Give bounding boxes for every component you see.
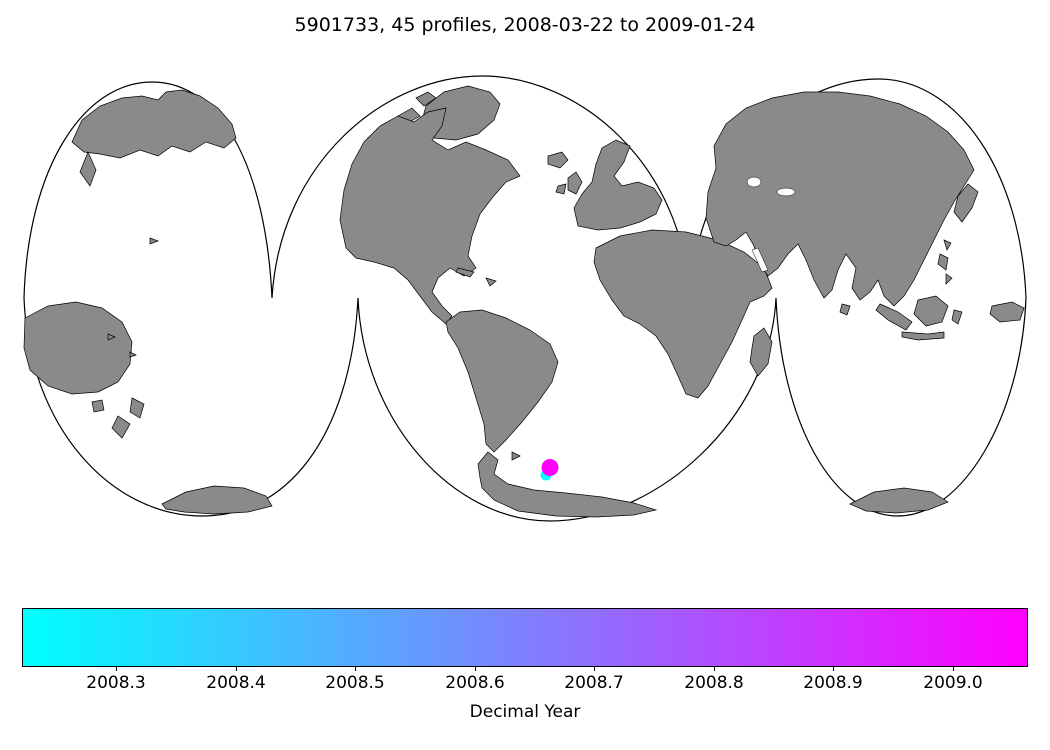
colorbar-tick-label: 2008.7 (564, 673, 624, 693)
island-ireland (555, 183, 567, 195)
colorbar-tick (833, 666, 835, 671)
continent-antarctica-left (161, 485, 273, 515)
island-falklands (511, 451, 521, 461)
island-philippines-south (945, 273, 953, 285)
island-sri-lanka (839, 303, 851, 316)
colorbar-tick-label: 2009.0 (923, 673, 983, 693)
colorbar-tick-label: 2008.6 (445, 673, 505, 693)
profile-point-late (541, 459, 559, 476)
island-cuba (455, 267, 475, 278)
figure-title: 5901733, 45 profiles, 2008-03-22 to 2009… (294, 14, 756, 36)
island-great-britain (567, 171, 583, 195)
colorbar-tick (355, 666, 357, 671)
sea-red (751, 247, 769, 273)
continent-antarctica-right (849, 487, 949, 514)
continent-south-america (445, 309, 559, 453)
colorbar-tick-label: 2008.4 (206, 673, 266, 693)
colorbar-tick (475, 666, 477, 671)
island-iceland (547, 151, 569, 169)
sea-caspian (776, 187, 796, 197)
island-madagascar (749, 327, 773, 377)
island-borneo (913, 295, 949, 327)
island-sumatra (875, 303, 913, 331)
colorbar-tick (594, 666, 596, 671)
island-java (901, 331, 945, 341)
colorbar-axis-label: Decimal Year (469, 702, 581, 722)
colorbar-tick (714, 666, 716, 671)
island-taiwan (943, 239, 952, 251)
continent-antarctica-center (477, 451, 658, 518)
colorbar-tick-label: 2008.8 (684, 673, 744, 693)
island-pacific-small (129, 351, 137, 358)
island-hawaii (149, 237, 159, 245)
island-new-zealand-north (129, 397, 145, 419)
island-sulawesi (951, 309, 963, 325)
colorbar-tick-label: 2008.5 (325, 673, 385, 693)
island-fiji (107, 333, 116, 341)
colorbar-tick (116, 666, 118, 671)
island-japan (953, 183, 979, 223)
colorbar-tick-label: 2008.9 (803, 673, 863, 693)
colorbar-tick (953, 666, 955, 671)
sea-black (746, 176, 762, 188)
colorbar-gradient (22, 608, 1028, 667)
island-new-guinea (989, 301, 1025, 323)
colorbar-tick-label: 2008.3 (86, 673, 146, 693)
island-arctic-2 (415, 91, 437, 107)
continent-siberia-alaska (71, 89, 237, 159)
continent-kamchatka (79, 151, 97, 187)
island-new-zealand-south (111, 415, 131, 439)
continent-australia (23, 301, 133, 395)
continent-europe (573, 139, 663, 231)
island-tasmania (91, 399, 105, 413)
island-hispaniola (485, 277, 497, 287)
continent-eurasia (705, 91, 975, 307)
island-philippines-north (937, 253, 949, 271)
continent-north-america (339, 107, 521, 325)
colorbar-tick (236, 666, 238, 671)
